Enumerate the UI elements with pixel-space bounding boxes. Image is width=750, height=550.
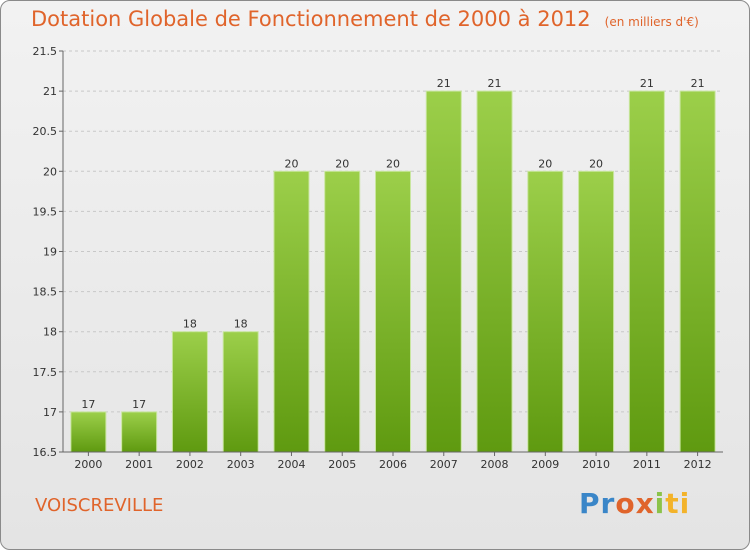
bar [273,170,310,453]
x-tick-label: 2011 [633,458,661,471]
y-tick-label: 21.5 [33,45,58,58]
logo-part: x [635,487,655,520]
bar-value-label: 18 [183,318,197,331]
bar [171,331,208,453]
bar-value-label: 21 [640,77,654,90]
logo-part: Pr [579,487,616,520]
proxiti-logo: Proxiti [579,487,690,520]
bar-value-label: 20 [386,157,400,170]
bar [222,331,259,453]
x-tick-label: 2007 [430,458,458,471]
x-tick-label: 2003 [227,458,255,471]
x-tick-label: 2009 [531,458,559,471]
x-tick-label: 2001 [125,458,153,471]
y-tick-label: 20.5 [33,125,58,138]
bar-value-label: 20 [589,157,603,170]
bar [527,170,564,453]
y-tick-label: 18 [43,326,57,339]
bar [324,170,361,453]
x-tick-label: 2010 [582,458,610,471]
bar [628,90,665,453]
y-tick-label: 16.5 [33,446,58,459]
logo-part: ti [665,487,691,520]
chart-title: Dotation Globale de Fonctionnement de 20… [31,7,699,31]
y-tick-label: 20 [43,165,57,178]
bar-value-label: 21 [488,77,502,90]
y-tick-label: 17.5 [33,366,58,379]
bar-value-label: 20 [284,157,298,170]
chart-subtitle: (en milliers d'€) [604,15,699,29]
bar-value-label: 21 [437,77,451,90]
bar [375,170,411,453]
y-tick-label: 17 [43,406,57,419]
y-tick-label: 19.5 [33,205,58,218]
y-tick-label: 21 [43,85,57,98]
bar [425,90,462,453]
bar-value-label: 20 [538,157,552,170]
x-tick-label: 2005 [328,458,356,471]
bar [476,90,513,453]
x-tick-label: 2008 [481,458,509,471]
x-tick-label: 2012 [684,458,712,471]
bar [679,90,716,453]
x-tick-label: 2006 [379,458,407,471]
bar-value-label: 18 [234,318,248,331]
bar-value-label: 17 [132,398,146,411]
bar-value-label: 17 [81,398,95,411]
bar [578,170,615,453]
y-tick-label: 18.5 [33,286,58,299]
chart-title-text: Dotation Globale de Fonctionnement de 20… [31,7,591,31]
bar-value-label: 20 [335,157,349,170]
commune-name: VOISCREVILLE [35,495,164,516]
bar [70,411,107,453]
bar-value-label: 21 [691,77,705,90]
y-tick-label: 19 [43,246,57,259]
logo-part: i [654,487,666,520]
x-tick-label: 2002 [176,458,204,471]
logo-part: o [615,487,636,520]
x-tick-label: 2000 [74,458,102,471]
x-tick-label: 2004 [277,458,305,471]
bar [121,411,158,453]
